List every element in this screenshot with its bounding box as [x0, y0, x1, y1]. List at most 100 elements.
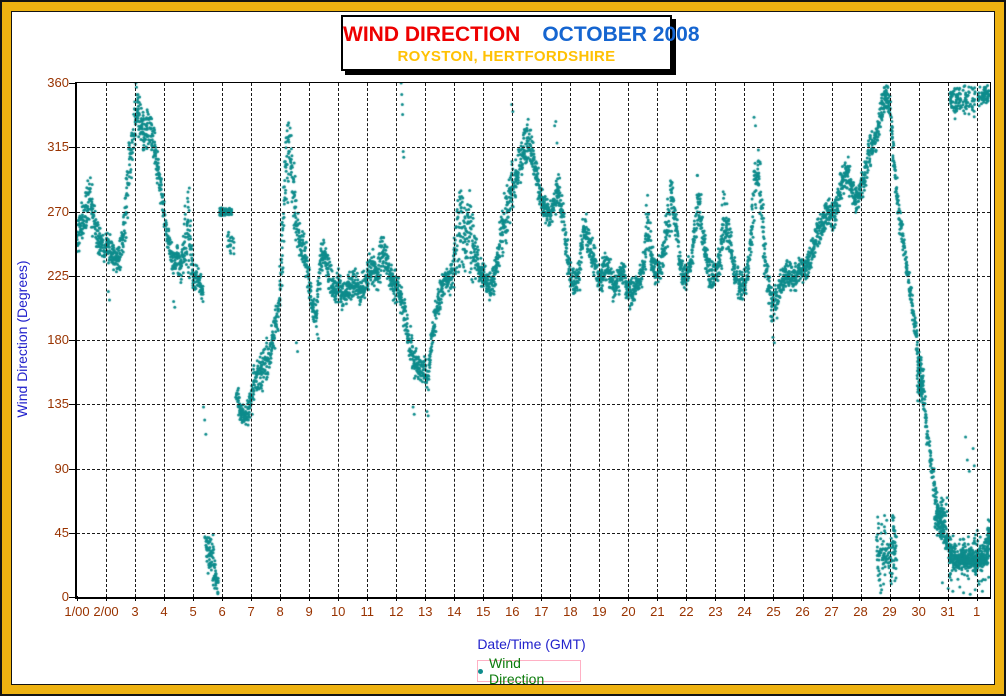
chart-title: WIND DIRECTION OCTOBER 2008 [343, 23, 700, 47]
v-gridline [222, 83, 224, 597]
y-tick-label: 0 [61, 589, 69, 604]
y-tick-label: 270 [47, 203, 69, 219]
x-tick-label: 3 [131, 604, 139, 619]
x-tick-mark [135, 596, 137, 601]
x-tick-mark [396, 596, 398, 601]
x-tick-mark [106, 596, 108, 601]
x-tick-mark [338, 596, 340, 601]
v-gridline [802, 83, 804, 597]
legend-box: Wind Direction [477, 655, 581, 687]
y-axis-title: Wind Direction (Degrees) [14, 260, 30, 418]
y-tick-label: 180 [47, 332, 69, 347]
x-tick-mark [599, 596, 601, 601]
x-tick-label: 21 [650, 604, 665, 619]
chart-subtitle: ROYSTON, HERTFORDSHIRE [397, 48, 616, 65]
x-tick-label: 29 [882, 604, 897, 619]
x-tick-label: 18 [563, 604, 578, 619]
y-tick-mark [69, 404, 76, 406]
x-tick-mark [193, 596, 195, 601]
y-tick-mark [69, 468, 76, 470]
v-gridline [193, 83, 195, 597]
v-gridline [657, 83, 659, 597]
v-gridline [947, 83, 949, 597]
y-tick-label: 135 [47, 396, 69, 412]
v-gridline [715, 83, 717, 597]
x-tick-label: 1/00 [64, 604, 90, 619]
x-tick-label: 27 [824, 604, 839, 619]
x-tick-mark [947, 596, 949, 601]
y-tick-mark [69, 340, 76, 341]
x-tick-label: 26 [795, 604, 810, 619]
x-tick-mark [889, 596, 891, 601]
x-tick-mark [222, 596, 224, 601]
v-gridline [280, 83, 282, 597]
x-tick-label: 13 [418, 604, 433, 619]
y-tick-mark [69, 597, 76, 598]
chart-title-right: OCTOBER 2008 [542, 23, 700, 46]
x-tick-mark [425, 596, 427, 601]
x-tick-mark [860, 596, 862, 601]
v-gridline [918, 83, 920, 597]
v-gridline [860, 83, 862, 597]
h-gridline [77, 340, 990, 341]
legend-marker-icon [478, 668, 483, 674]
x-tick-label: 10 [330, 604, 346, 619]
x-tick-label: 17 [534, 604, 549, 619]
x-tick-mark [773, 596, 775, 601]
x-tick-mark [628, 596, 630, 601]
h-gridline [77, 404, 990, 406]
v-gridline [309, 83, 311, 597]
v-gridline [367, 83, 369, 597]
x-tick-mark [831, 596, 833, 601]
h-gridline [77, 211, 990, 213]
v-gridline [106, 83, 108, 597]
chart-title-box: WIND DIRECTION OCTOBER 2008 ROYSTON, HERT… [341, 15, 700, 71]
y-tick-label: 90 [54, 460, 69, 476]
x-tick-mark [77, 596, 78, 601]
x-tick-mark [454, 596, 456, 601]
v-gridline [164, 83, 166, 597]
x-tick-label: 19 [592, 604, 607, 619]
x-tick-mark [367, 596, 369, 601]
x-tick-mark [715, 596, 717, 601]
plot-area: 0 45 90 135 180 225 270 315 360 1/00 2/00 3 4 5 6 7 8 9 10… [47, 75, 991, 619]
x-tick-label: 24 [737, 604, 752, 619]
y-tick-mark [69, 211, 76, 213]
y-tick-mark [69, 83, 76, 84]
x-tick-mark [976, 596, 978, 601]
x-tick-mark [657, 596, 659, 601]
x-tick-label: 23 [708, 604, 723, 619]
x-tick-label: 15 [476, 604, 491, 619]
x-tick-label: 8 [276, 604, 284, 619]
chart-title-left: WIND DIRECTION [343, 23, 521, 46]
x-tick-label: 12 [388, 604, 404, 619]
x-tick-mark [280, 596, 282, 601]
x-tick-label: 28 [853, 604, 868, 619]
v-gridline [483, 83, 485, 597]
x-tick-label: 11 [360, 604, 374, 619]
x-tick-mark [483, 596, 485, 601]
v-gridline [135, 83, 137, 597]
v-gridline [976, 83, 978, 597]
x-axis-title: Date/Time (GMT) [477, 636, 586, 652]
x-tick-mark [802, 596, 804, 601]
x-tick-mark [512, 596, 514, 601]
x-tick-label: 25 [766, 604, 781, 619]
v-gridline [541, 83, 543, 597]
x-tick-label: 30 [911, 604, 926, 619]
y-tick-label: 45 [54, 524, 69, 540]
h-gridline [77, 468, 990, 470]
x-tick-mark [541, 596, 543, 601]
x-tick-label: 14 [447, 604, 462, 619]
y-tick-label: 225 [47, 267, 69, 283]
v-gridline [570, 83, 572, 597]
v-gridline [831, 83, 833, 597]
v-gridline [251, 83, 253, 597]
x-tick-label: 6 [218, 604, 226, 619]
v-gridline [454, 83, 456, 597]
x-tick-label: 9 [305, 604, 313, 619]
v-gridline [599, 83, 601, 597]
v-gridline [773, 83, 775, 597]
x-tick-label: 2/00 [93, 604, 119, 619]
